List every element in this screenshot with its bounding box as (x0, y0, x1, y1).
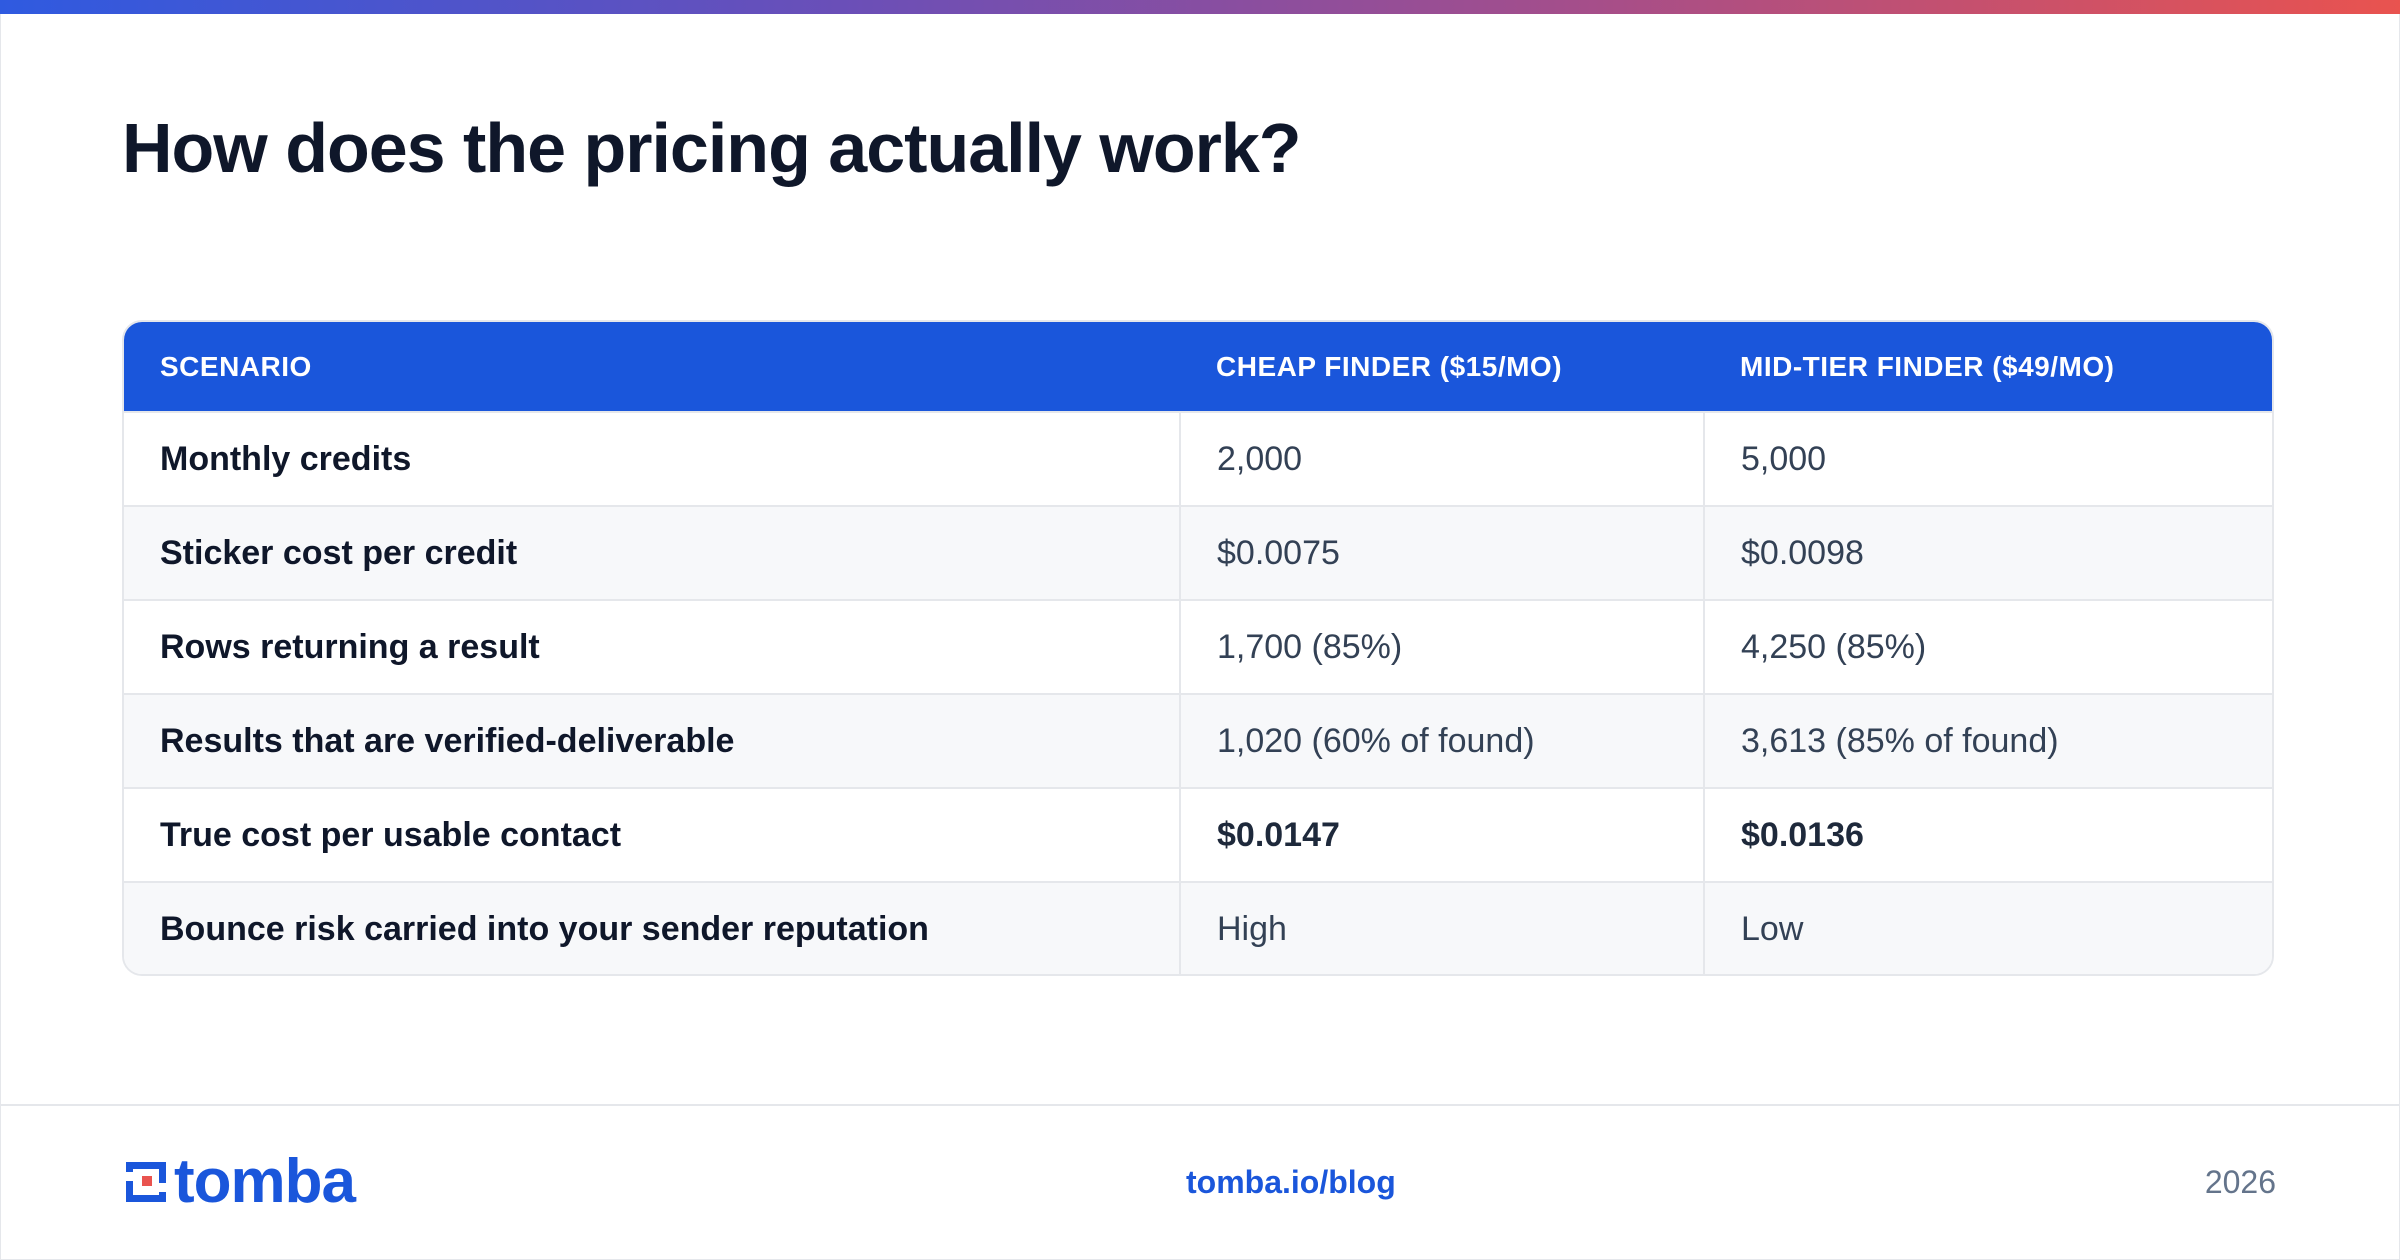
table-header-row: SCENARIO CHEAP FINDER ($15/MO) MID-TIER … (124, 322, 2272, 412)
page-title: How does the pricing actually work? (122, 109, 1302, 187)
tomba-logo[interactable]: tomba (122, 1147, 356, 1216)
cheap-finder-value: 2,000 (1179, 411, 1704, 506)
cheap-finder-value: $0.0147 (1179, 787, 1704, 882)
cheap-finder-value: 1,020 (60% of found) (1179, 693, 1704, 788)
cheap-finder-value: High (1179, 881, 1704, 974)
logo-wordmark: tomba (174, 1147, 356, 1216)
blog-link[interactable]: tomba.io/blog (1186, 1164, 1396, 1200)
row-label: Rows returning a result (124, 599, 1180, 694)
mid-tier-finder-value: Low (1703, 881, 2272, 974)
cheap-finder-value: $0.0075 (1179, 505, 1704, 600)
row-label: True cost per usable contact (124, 787, 1180, 882)
table-row: Results that are verified-deliverable 1,… (124, 693, 2272, 788)
mid-tier-finder-value: 5,000 (1703, 411, 2272, 506)
row-label: Sticker cost per credit (124, 505, 1180, 600)
column-header-scenario: SCENARIO (160, 350, 312, 382)
table-row: Monthly credits 2,000 5,000 (124, 411, 2272, 506)
row-label: Results that are verified-deliverable (124, 693, 1180, 788)
table-row: Rows returning a result 1,700 (85%) 4,25… (124, 599, 2272, 694)
mid-tier-finder-value: $0.0098 (1703, 505, 2272, 600)
table-row: True cost per usable contact $0.0147 $0.… (124, 787, 2272, 882)
column-header-cheap-finder: CHEAP FINDER ($15/MO) (1216, 350, 1563, 382)
pricing-table: SCENARIO CHEAP FINDER ($15/MO) MID-TIER … (124, 322, 2272, 974)
table-row: Bounce risk carried into your sender rep… (124, 881, 2272, 974)
footer-year: 2026 (2204, 1164, 2276, 1200)
table-row: Sticker cost per credit $0.0075 $0.0098 (124, 505, 2272, 600)
row-label: Bounce risk carried into your sender rep… (124, 881, 1180, 974)
pricing-table-container: SCENARIO CHEAP FINDER ($15/MO) MID-TIER … (122, 320, 2274, 976)
column-header-mid-tier-finder: MID-TIER FINDER ($49/MO) (1740, 350, 2115, 382)
mid-tier-finder-value: 4,250 (85%) (1703, 599, 2272, 694)
row-label: Monthly credits (124, 411, 1180, 506)
mid-tier-finder-value: 3,613 (85% of found) (1703, 693, 2272, 788)
footer-divider (0, 1104, 2400, 1106)
tomba-logo-mark-icon (122, 1162, 170, 1202)
top-gradient-bar (0, 0, 2400, 14)
mid-tier-finder-value: $0.0136 (1703, 787, 2272, 882)
cheap-finder-value: 1,700 (85%) (1179, 599, 1704, 694)
